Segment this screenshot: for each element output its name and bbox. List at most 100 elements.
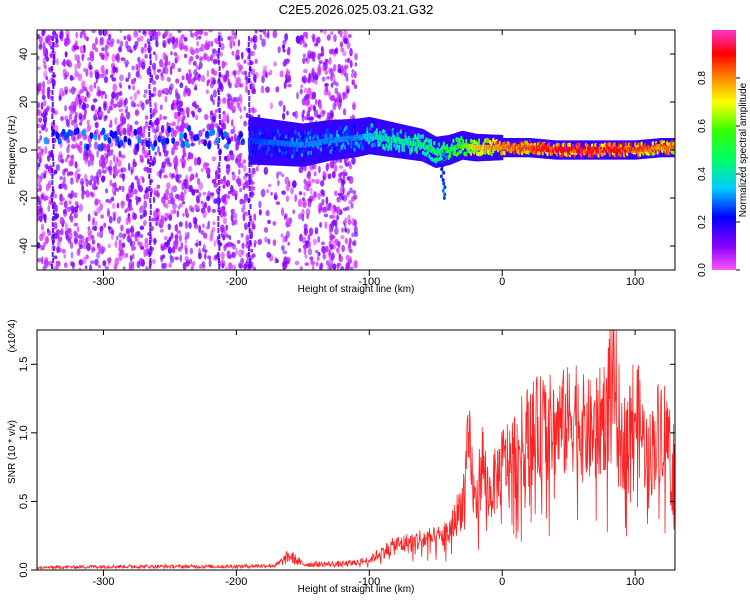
spectrogram-noise-cell	[114, 171, 119, 176]
spectrogram-noise-cell	[37, 146, 42, 151]
spectrogram-band-cell	[241, 138, 246, 146]
spectrogram-ridge-core	[261, 138, 264, 145]
spectrogram-noise-cell	[168, 86, 173, 95]
spectrogram-noise-cell	[152, 86, 157, 93]
spectrogram-noise-cell	[107, 243, 111, 248]
spectrogram-noise-cell	[349, 60, 353, 68]
spectrogram-noise-cell	[66, 154, 70, 159]
spectrogram-ridge-core	[290, 141, 293, 148]
spectrogram-noise-cell	[353, 231, 359, 237]
spectrogram-streak-cell	[51, 198, 54, 203]
spectrogram-noise-cell	[170, 173, 174, 180]
spectrogram-streak-cell	[217, 222, 220, 227]
spectrogram-band-cell	[239, 131, 244, 139]
spectrogram-y-axis-label: Frequency (Hz)	[7, 116, 18, 185]
spectrogram-ridge-core	[647, 145, 650, 152]
spectrogram-streak-cell	[217, 216, 220, 221]
spectrogram-noise-cell	[305, 208, 311, 217]
x-tick-label: 100	[626, 276, 644, 288]
spectrogram-noise-cell	[285, 230, 291, 239]
spectrogram-noise-cell	[225, 164, 231, 174]
spectrogram-spur-cell	[440, 167, 444, 172]
spectrogram-noise-cell	[116, 39, 120, 44]
spectrogram-noise-cell	[285, 195, 290, 203]
spectrogram-ridge-core	[248, 137, 251, 144]
spectrogram-streak-cell	[148, 90, 151, 95]
spectrogram-noise-cell	[159, 228, 164, 233]
spectrogram-noise-cell	[136, 127, 141, 135]
spectrogram-noise-cell	[55, 38, 59, 44]
spectrogram-streak-cell	[52, 54, 55, 59]
spectrogram-noise-cell	[136, 238, 140, 246]
spectrogram-ridge-core	[535, 145, 538, 152]
spectrogram-noise-cell	[243, 106, 247, 111]
spectrogram-ridge-core	[465, 143, 468, 149]
spectrogram-noise-cell	[181, 200, 186, 205]
spectrogram-noise-cell	[230, 135, 234, 142]
spectrogram-noise-cell	[252, 186, 256, 191]
spectrogram-noise-cell	[320, 46, 324, 52]
spectrogram-noise-cell	[85, 237, 89, 244]
spectrogram-noise-cell	[220, 251, 225, 260]
spectrogram-band-cell	[113, 130, 118, 138]
spectrogram-noise-cell	[265, 209, 270, 217]
spectrogram-noise-cell	[108, 123, 113, 128]
spectrogram-noise-cell	[37, 257, 42, 263]
spectrogram-noise-cell	[225, 70, 230, 78]
spectrogram-streak-cell	[149, 210, 152, 215]
spectrogram-noise-cell	[237, 39, 241, 47]
spectrogram-noise-cell	[272, 30, 278, 39]
spectrogram-noise-cell	[114, 161, 118, 168]
spectrogram-noise-cell	[212, 70, 218, 76]
spectrogram-noise-cell	[122, 265, 126, 270]
spectrogram-noise-cell	[299, 34, 304, 41]
spectrogram-noise-cell	[144, 237, 149, 243]
spectrogram-noise-cell	[53, 169, 58, 175]
spectrogram-noise-cell	[251, 220, 255, 229]
spectrogram-streak-cell	[249, 192, 252, 197]
spectrogram-streak-cell	[52, 72, 55, 77]
spectrogram-noise-cell	[98, 246, 102, 254]
spectrogram-noise-cell	[253, 213, 257, 221]
spectrogram-noise-cell	[190, 135, 194, 143]
spectrogram-noise-cell	[162, 33, 166, 40]
x-tick-label: 0	[499, 576, 505, 588]
spectrogram-noise-cell	[56, 229, 60, 234]
spectrogram-noise-cell	[334, 227, 339, 235]
spectrogram-band-cell	[81, 129, 86, 137]
x-tick-label: -200	[225, 276, 247, 288]
spectrogram-noise-cell	[298, 166, 304, 174]
spectrogram-noise-cell	[162, 39, 167, 48]
spectrogram-ridge-core	[529, 144, 532, 151]
spectrogram-noise-cell	[133, 45, 137, 51]
spectrogram-ridge-core	[531, 145, 534, 151]
spectrogram-noise-cell	[232, 69, 237, 76]
spectrogram-noise-cell	[43, 170, 48, 175]
spectrogram-noise-cell	[317, 236, 321, 243]
spectrogram-noise-cell	[192, 260, 196, 266]
spectrogram-noise-cell	[330, 252, 335, 261]
spectrogram-noise-cell	[120, 201, 125, 209]
spectrogram-noise-cell	[63, 262, 68, 268]
spectrogram-noise-cell	[184, 235, 188, 245]
spectrogram-ridge-core	[360, 134, 363, 140]
spectrogram-noise-cell	[150, 93, 155, 98]
spectrogram-noise-cell	[269, 69, 273, 76]
spectrogram-noise-cell	[170, 131, 175, 138]
spectrogram-noise-cell	[275, 86, 280, 93]
spectrogram-noise-cell	[163, 217, 168, 222]
spectrogram-streak-cell	[52, 120, 55, 125]
spectrogram-ridge-core	[438, 148, 441, 155]
spectrogram-noise-cell	[314, 98, 318, 106]
spectrogram-noise-cell	[228, 235, 232, 241]
spectrogram-noise-cell	[222, 184, 226, 189]
spectrogram-noise-cell	[317, 192, 321, 200]
spectrogram-noise-cell	[87, 226, 91, 231]
spectrogram-noise-cell	[143, 89, 148, 94]
spectrogram-spur-cell	[442, 149, 446, 154]
spectrogram-noise-cell	[230, 242, 235, 247]
spectrogram-noise-cell	[63, 254, 67, 259]
spectrogram-noise-cell	[221, 195, 226, 203]
spectrogram-noise-cell	[188, 30, 193, 33]
spectrogram-noise-cell	[284, 176, 290, 185]
